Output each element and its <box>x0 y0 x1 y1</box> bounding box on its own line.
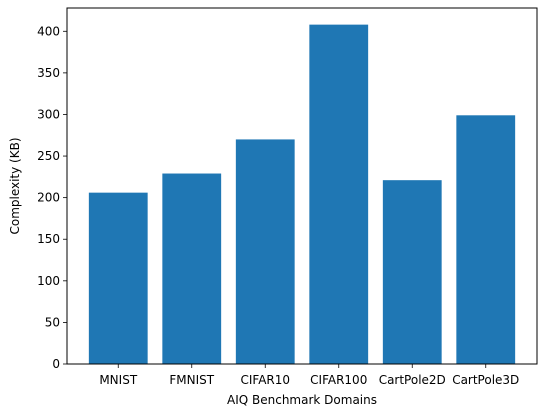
bar-cifar100 <box>309 24 369 365</box>
x-tick-label: CIFAR10 <box>240 373 290 387</box>
bar-fmnist <box>162 173 222 364</box>
y-tick-label: 150 <box>37 232 60 246</box>
y-axis-label: Complexity (KB) <box>8 137 22 234</box>
y-tick-label: 350 <box>37 66 60 80</box>
bar-cifar10 <box>235 139 295 364</box>
y-tick-label: 250 <box>37 149 60 163</box>
plot-frame <box>66 7 538 365</box>
x-tick-label: CIFAR100 <box>310 373 367 387</box>
y-tick-label: 50 <box>45 315 60 329</box>
x-tick-label: CartPole2D <box>379 373 446 387</box>
bar-cartpole3d <box>456 115 516 364</box>
bar-cartpole2d <box>382 180 442 364</box>
y-tick-label: 300 <box>37 107 60 121</box>
x-tick-label: MNIST <box>99 373 137 387</box>
y-tick-label: 400 <box>37 24 60 38</box>
y-tick-label: 0 <box>52 357 60 371</box>
bars-group <box>88 24 516 365</box>
x-tick-label: CartPole3D <box>452 373 519 387</box>
y-tick-label: 100 <box>37 274 60 288</box>
x-axis-ticks: MNIST FMNIST CIFAR10 CIFAR100 CartPole2D Cart… <box>99 364 519 387</box>
y-axis-ticks: 0 50 100 150 200 250 300 350 400 <box>37 24 67 371</box>
y-tick-label: 200 <box>37 191 60 205</box>
bar-mnist <box>88 192 148 364</box>
x-tick-label: FMNIST <box>169 373 214 387</box>
x-axis-label: AIQ Benchmark Domains <box>227 393 377 407</box>
